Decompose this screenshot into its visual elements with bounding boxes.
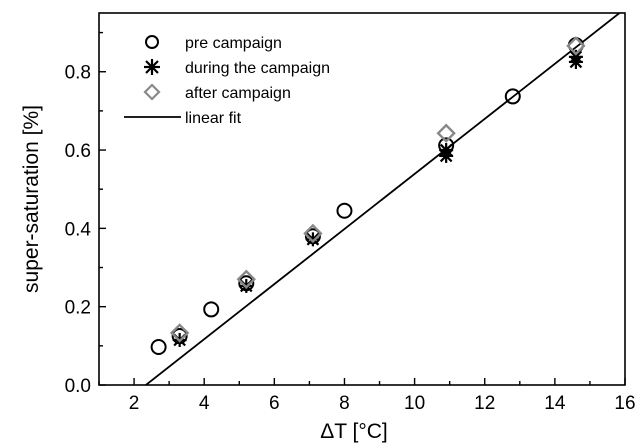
data-point-during-campaign <box>439 143 454 158</box>
legend-label-pre-campaign: pre campaign <box>185 35 282 52</box>
legend-item-after-campaign: after campaign <box>143 83 291 102</box>
legend-label-during-campaign: during the campaign <box>185 60 330 77</box>
data-point-pre-campaign <box>150 339 167 356</box>
data-point-pre-campaign <box>336 202 353 219</box>
y-tick-label: 0.8 <box>65 63 91 84</box>
y-tick-label: 0.4 <box>65 219 92 240</box>
data-point-after-campaign <box>169 323 190 343</box>
legend-item-pre-campaign: pre campaign <box>145 35 282 52</box>
y-tick-label: 0.6 <box>65 141 91 162</box>
plot-frame <box>98 12 626 386</box>
legend-asterisk-marker <box>144 59 160 75</box>
x-tick-label: 6 <box>269 393 280 414</box>
data-point-after-campaign <box>566 36 586 56</box>
data-point-pre-campaign <box>504 88 521 105</box>
x-tick-label: 10 <box>404 393 425 414</box>
plot-area <box>144 13 621 385</box>
data-point-during-campaign <box>568 49 583 64</box>
legend-item-during-campaign: during the campaign <box>144 59 330 77</box>
y-tick-label: 0.0 <box>65 376 91 397</box>
x-tick-label: 12 <box>474 393 495 414</box>
legend-diamond-marker <box>143 83 161 101</box>
y-axis-title: super-saturation [%] <box>20 105 43 293</box>
legend-circle-marker <box>145 35 159 49</box>
legend: pre campaign during the campaign after c… <box>124 35 330 127</box>
x-axis: 2 4 6 8 10 12 14 16 <box>98 378 636 414</box>
linear-fit-line <box>144 13 621 385</box>
y-tick-label: 0.2 <box>65 298 91 319</box>
data-point-during-campaign <box>305 232 320 247</box>
x-tick-label: 2 <box>129 393 140 414</box>
legend-label-linear-fit: linear fit <box>185 110 242 127</box>
x-tick-label: 14 <box>544 393 566 414</box>
x-tick-label: 8 <box>339 393 350 414</box>
data-point-pre-campaign <box>203 301 220 318</box>
x-axis-title: ΔT [°C] <box>320 420 388 443</box>
data-point-after-campaign <box>436 123 456 143</box>
x-tick-label: 4 <box>199 393 210 414</box>
data-point-after-campaign <box>303 223 323 244</box>
data-point-after-campaign <box>236 269 256 289</box>
x-tick-label: 16 <box>614 393 635 414</box>
legend-label-after-campaign: after campaign <box>185 85 291 102</box>
legend-item-linear-fit: linear fit <box>124 110 242 127</box>
